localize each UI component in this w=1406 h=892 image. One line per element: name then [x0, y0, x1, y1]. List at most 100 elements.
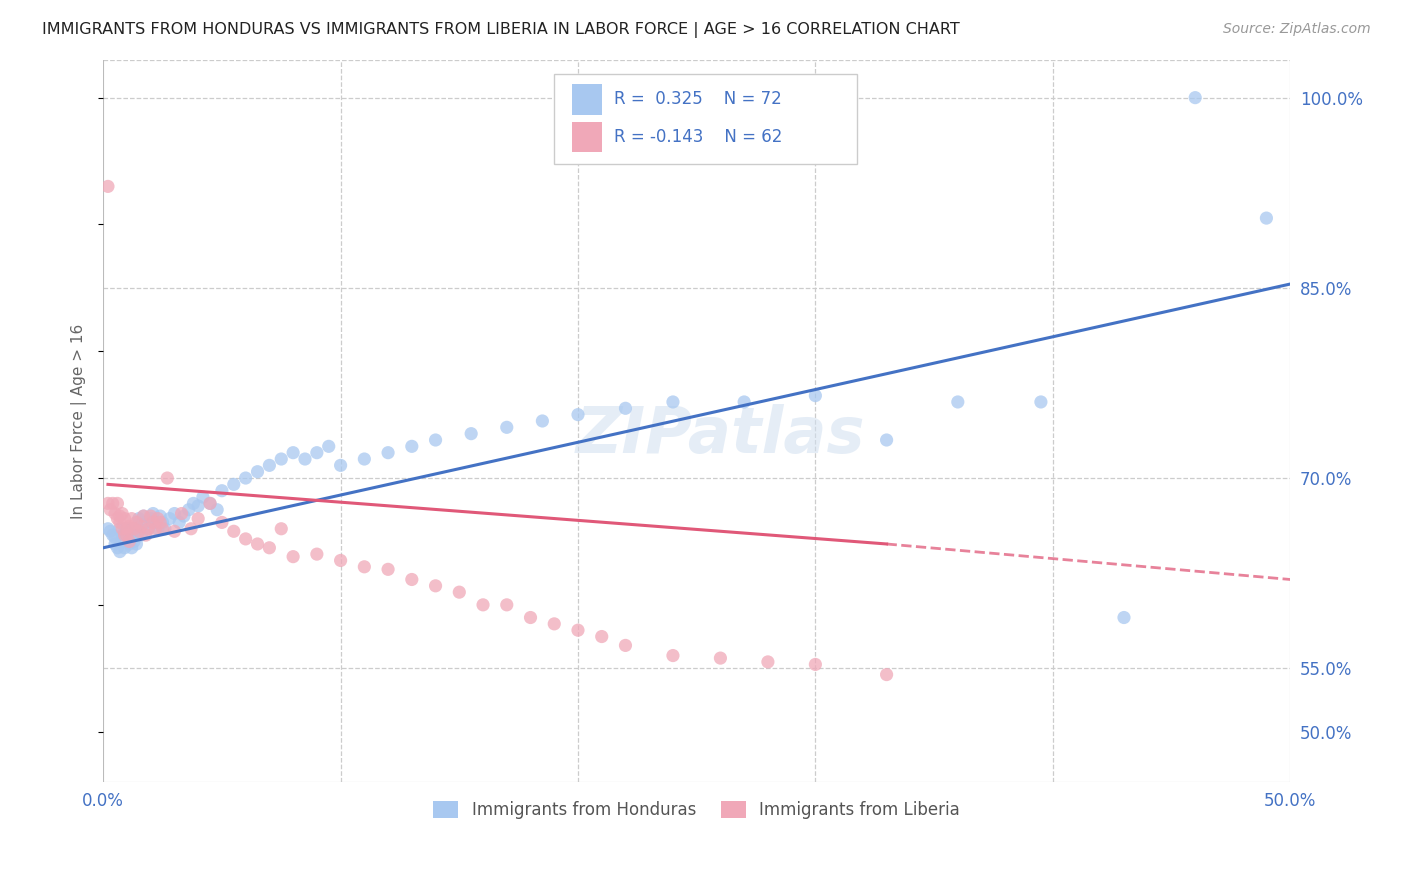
Point [733, 395, 755, 409]
Point [145, 516, 167, 530]
Point [135, 516, 157, 530]
Point [567, 408, 589, 422]
Point [281, 445, 304, 459]
Point [104, 537, 127, 551]
Point [125, 516, 148, 530]
Point [377, 445, 399, 459]
Point [180, 522, 202, 536]
Point [222, 524, 245, 539]
Point [191, 490, 214, 504]
Point [159, 511, 181, 525]
Point [294, 452, 316, 467]
Point [183, 496, 205, 510]
Point [98, 502, 121, 516]
Point [153, 522, 176, 536]
Point [163, 507, 186, 521]
Point [132, 509, 155, 524]
Text: ZIPatlas: ZIPatlas [575, 404, 865, 467]
Point [104, 507, 127, 521]
Point [425, 433, 447, 447]
Point [662, 648, 685, 663]
Point [709, 651, 731, 665]
Point [146, 522, 169, 536]
FancyBboxPatch shape [572, 121, 602, 153]
Point [111, 522, 134, 536]
Point [401, 439, 423, 453]
Point [305, 445, 328, 459]
Point [149, 509, 172, 524]
Point [118, 534, 141, 549]
Point [329, 458, 352, 473]
Point [567, 624, 589, 638]
Point [167, 516, 190, 530]
Point [135, 528, 157, 542]
Point [531, 414, 554, 428]
Point [115, 528, 138, 542]
Point [662, 395, 685, 409]
Point [270, 452, 292, 467]
Point [222, 477, 245, 491]
Point [305, 547, 328, 561]
Point [946, 395, 969, 409]
Point [353, 452, 375, 467]
Point [1029, 395, 1052, 409]
Point [804, 389, 827, 403]
Point [108, 522, 131, 536]
Point [377, 562, 399, 576]
Point [211, 483, 233, 498]
Point [104, 531, 127, 545]
Point [259, 458, 281, 473]
Point [472, 598, 495, 612]
Point [149, 516, 172, 530]
Point [353, 559, 375, 574]
Point [614, 401, 637, 416]
Point [495, 420, 517, 434]
Point [614, 639, 637, 653]
Point [449, 585, 471, 599]
Point [121, 541, 143, 555]
Point [107, 496, 129, 510]
Point [1256, 211, 1278, 226]
Point [145, 522, 167, 536]
Point [460, 426, 482, 441]
Point [114, 511, 136, 525]
Point [246, 465, 269, 479]
Point [115, 522, 138, 536]
Point [1112, 610, 1135, 624]
Point [108, 544, 131, 558]
Point [108, 516, 131, 530]
Point [136, 522, 159, 536]
Point [97, 179, 120, 194]
Point [543, 616, 565, 631]
Point [136, 522, 159, 536]
Point [98, 524, 121, 539]
Point [156, 471, 179, 485]
Point [876, 433, 898, 447]
Point [111, 507, 134, 521]
Point [235, 532, 257, 546]
Point [122, 528, 145, 542]
Point [804, 657, 827, 672]
FancyBboxPatch shape [554, 74, 856, 164]
Point [519, 610, 541, 624]
Point [122, 534, 145, 549]
Y-axis label: In Labor Force | Age > 16: In Labor Force | Age > 16 [72, 324, 87, 518]
Point [128, 511, 150, 525]
Point [111, 534, 134, 549]
Point [876, 667, 898, 681]
Point [108, 509, 131, 524]
Point [129, 519, 152, 533]
FancyBboxPatch shape [572, 84, 602, 114]
Point [139, 511, 162, 525]
Point [129, 528, 152, 542]
Point [259, 541, 281, 555]
Point [205, 502, 228, 516]
Point [198, 496, 221, 510]
Point [1184, 90, 1206, 104]
Text: Source: ZipAtlas.com: Source: ZipAtlas.com [1223, 22, 1371, 37]
Point [495, 598, 517, 612]
Point [177, 502, 200, 516]
Point [97, 496, 120, 510]
Point [139, 509, 162, 524]
Point [101, 496, 124, 510]
